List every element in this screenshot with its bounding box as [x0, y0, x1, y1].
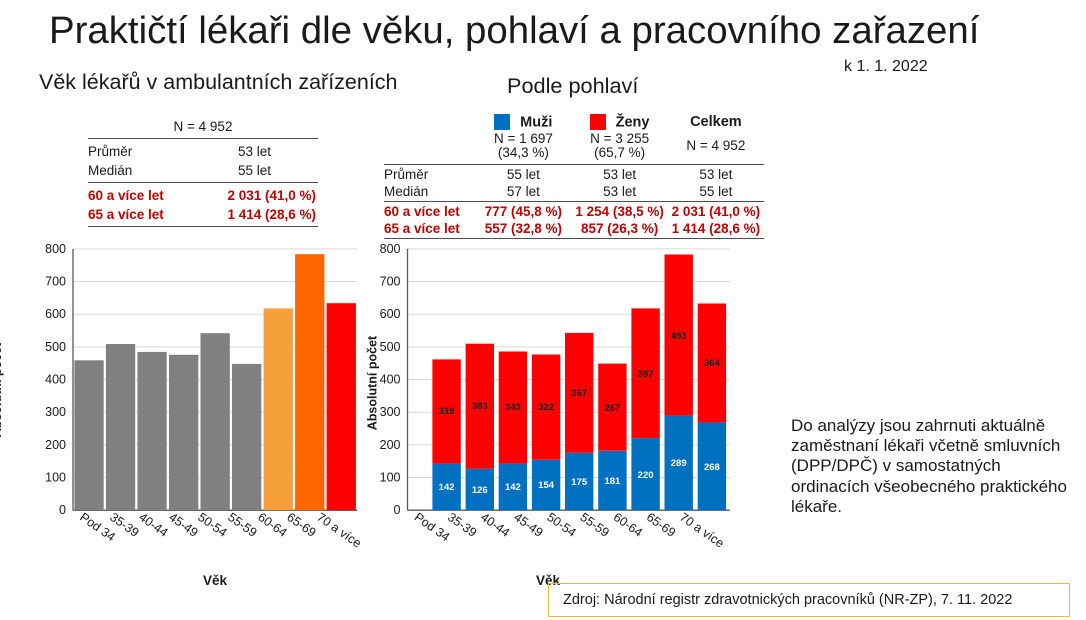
svg-text:267: 267 — [604, 403, 620, 414]
svg-text:175: 175 — [571, 477, 588, 488]
svg-text:126: 126 — [472, 485, 488, 496]
svg-text:181: 181 — [604, 476, 621, 487]
svg-text:289: 289 — [671, 458, 687, 469]
svg-text:367: 367 — [571, 388, 587, 399]
svg-text:142: 142 — [505, 482, 521, 493]
svg-text:800: 800 — [380, 242, 401, 256]
svg-text:397: 397 — [638, 369, 654, 380]
svg-text:Absolutní počet: Absolutní počet — [366, 335, 380, 430]
svg-text:45-49: 45-49 — [511, 510, 545, 540]
svg-text:0: 0 — [394, 503, 401, 517]
svg-text:55-59: 55-59 — [578, 510, 612, 540]
svg-text:400: 400 — [380, 373, 401, 387]
svg-text:500: 500 — [380, 340, 401, 354]
svg-text:300: 300 — [380, 405, 401, 419]
svg-text:383: 383 — [472, 401, 488, 412]
svg-text:154: 154 — [538, 480, 555, 491]
svg-text:40-44: 40-44 — [478, 510, 512, 540]
svg-text:322: 322 — [538, 402, 554, 413]
svg-text:65-69: 65-69 — [644, 510, 678, 540]
svg-text:70 a více: 70 a více — [677, 510, 727, 551]
svg-text:200: 200 — [380, 438, 401, 452]
svg-text:600: 600 — [380, 307, 401, 321]
svg-text:319: 319 — [439, 406, 455, 417]
svg-text:100: 100 — [380, 471, 401, 485]
svg-text:268: 268 — [704, 462, 720, 473]
svg-text:364: 364 — [704, 358, 721, 369]
svg-text:343: 343 — [505, 402, 521, 413]
svg-text:50-54: 50-54 — [544, 510, 578, 540]
svg-text:Pod 34: Pod 34 — [412, 510, 453, 544]
svg-text:493: 493 — [671, 331, 687, 342]
svg-text:700: 700 — [380, 275, 401, 289]
svg-text:142: 142 — [439, 482, 455, 493]
svg-text:220: 220 — [638, 470, 654, 481]
svg-text:60-64: 60-64 — [611, 510, 645, 540]
